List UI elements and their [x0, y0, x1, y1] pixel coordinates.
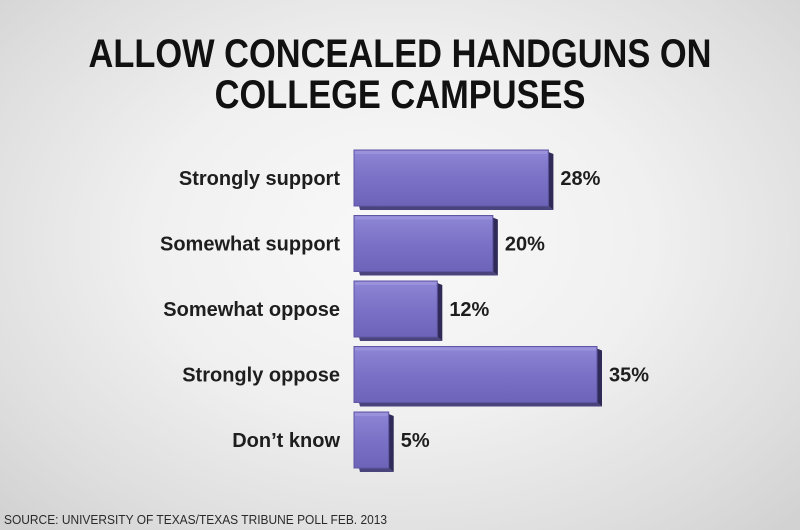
bar-bottom-side: [359, 402, 602, 407]
bar-highlight: [355, 347, 596, 351]
value-label: 28%: [560, 168, 600, 190]
bars-group: Strongly support 28%Somewhat support 20%So…: [160, 149, 649, 472]
bar: [353, 149, 549, 207]
source-note: SOURCE: UNIVERSITY OF TEXAS/TEXAS TRIBUN…: [4, 512, 388, 527]
value-label: 5%: [401, 430, 430, 452]
category-label: Somewhat oppose: [163, 299, 340, 321]
bar-highlight: [355, 282, 437, 285]
bar-row: Strongly oppose 35%: [182, 346, 649, 407]
bar-highlight: [355, 151, 548, 154]
bar: [353, 280, 438, 338]
bar-bottom-side: [359, 337, 443, 341]
chart-title-line-2: COLLEGE CAMPUSES: [214, 73, 586, 117]
bar-right-side: [548, 152, 554, 210]
category-label: Strongly oppose: [182, 365, 340, 387]
value-label: 12%: [449, 299, 489, 321]
chart-title: ALLOW CONCEALED HANDGUNS ON COLLEGE CAMP…: [56, 34, 744, 116]
category-label: Strongly support: [179, 168, 340, 190]
bar: [353, 346, 598, 403]
bar-bottom-side: [359, 468, 394, 472]
bar-right-side: [437, 283, 443, 341]
bar-row: Somewhat oppose 12%: [163, 280, 490, 341]
bar: [353, 411, 390, 469]
bar-right-side: [492, 217, 498, 276]
bar-highlight: [355, 413, 388, 416]
bar-row: Strongly support 28%: [179, 149, 601, 210]
value-label: 20%: [505, 234, 545, 256]
category-label: Don’t know: [232, 430, 340, 452]
bar-highlight: [355, 216, 492, 220]
bar-right-side: [388, 414, 394, 472]
bar-row: Don’t know 5%: [232, 411, 430, 472]
bar-right-side: [597, 348, 602, 407]
category-label: Somewhat support: [160, 234, 340, 256]
value-label: 35%: [609, 365, 649, 387]
bar: [353, 215, 494, 272]
bar-bottom-side: [359, 206, 554, 210]
bar-row: Somewhat support 20%: [160, 215, 545, 276]
bar-bottom-side: [359, 271, 498, 276]
chart-title-line-1: ALLOW CONCEALED HANDGUNS ON: [88, 32, 712, 76]
